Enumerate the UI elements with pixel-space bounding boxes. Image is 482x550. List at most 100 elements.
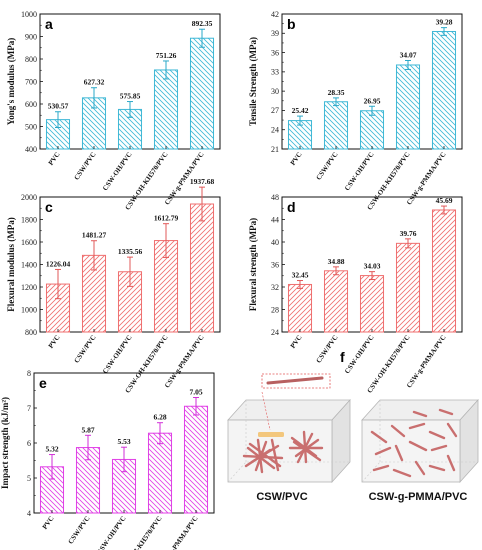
chart-panel-a: 400 500 600 700 800 900 1000 Yong's modulus (MP… (6, 10, 221, 212)
value-label: 34.03 (364, 262, 381, 271)
y-tick-label: 1400 (21, 260, 37, 269)
bar (395, 64, 421, 150)
y-axis-label: Flexural modulus (MPa) (6, 217, 16, 312)
category-label: CSW-g-PMMA/PVC (405, 334, 448, 390)
value-label: 1335.56 (118, 247, 143, 256)
y-tick-label: 6 (27, 439, 31, 448)
value-label: 530.57 (48, 102, 69, 111)
panel-letter-a: a (45, 16, 53, 32)
y-tick-label: 4 (27, 509, 31, 518)
y-tick-label: 42 (271, 10, 279, 19)
y-tick-label: 30 (271, 87, 279, 96)
bar (431, 30, 457, 150)
value-label: 32.45 (292, 271, 309, 280)
chart-panel-d: 24 28 32 36 40 44 48 Flexural strength (MPa) d 32… (248, 193, 463, 395)
panel-letter-c: c (45, 199, 53, 215)
value-label: 7.05 (189, 388, 202, 397)
category-label: CSW/PVC (73, 151, 98, 182)
y-tick-label: 32 (271, 283, 279, 292)
bar (153, 69, 179, 150)
y-tick-label: 400 (25, 145, 37, 154)
value-label: 5.32 (45, 445, 58, 454)
value-label: 575.85 (120, 92, 141, 101)
value-label: 39.76 (400, 229, 417, 238)
panel-letter-b: b (287, 16, 296, 32)
value-label: 45.69 (436, 196, 453, 205)
category-label: CSW/PVC (67, 515, 92, 546)
category-label: CSW-OH/PVC (101, 151, 134, 193)
chart-panel-e: 4 5 6 7 8 Impact strength (kJ/m²) e 5.32 PVC 5.87… (0, 369, 215, 550)
value-label: 751.26 (156, 51, 177, 60)
rods-dispersed (370, 408, 458, 478)
rod-agglomerate-left (242, 438, 284, 474)
y-axis-label: Tensile Strength (MPa) (248, 37, 258, 126)
y-tick-label: 28 (271, 305, 279, 314)
bar (323, 101, 349, 150)
chart-panel-b: 21 24 27 30 33 36 39 42 Tensile Strength (MPa) b 2… (248, 10, 463, 212)
y-tick-label: 48 (271, 193, 279, 202)
y-tick-label: 24 (271, 328, 279, 337)
y-tick-label: 1000 (21, 305, 37, 314)
category-label: CSW-OH/PVC (101, 334, 134, 376)
bar (183, 405, 209, 514)
schematic-panel-f: f (227, 349, 479, 503)
y-tick-label: 36 (271, 48, 279, 57)
y-tick-label: 1000 (21, 10, 37, 19)
value-label: 627.32 (84, 78, 105, 87)
y-tick-label: 44 (271, 215, 279, 224)
bar (431, 209, 457, 333)
y-axis-label: Impact strength (kJ/m²) (0, 397, 10, 489)
value-label: 25.42 (292, 106, 309, 115)
y-tick-label: 39 (271, 29, 279, 38)
value-label: 1937.68 (190, 177, 215, 186)
bar (147, 432, 173, 514)
caption-left: CSW/PVC (256, 491, 307, 503)
bar (287, 283, 313, 333)
bar (359, 110, 385, 150)
panel-letter-e: e (39, 375, 47, 391)
y-tick-label: 21 (271, 145, 279, 154)
value-label: 26.95 (364, 96, 381, 105)
value-label: 28.35 (328, 88, 345, 97)
y-tick-label: 24 (271, 126, 279, 135)
category-label: CSW/PVC (73, 334, 98, 365)
y-tick-label: 900 (25, 32, 37, 41)
category-label: PVC (289, 151, 304, 167)
y-tick-label: 1600 (21, 238, 37, 247)
category-label: PVC (41, 515, 56, 531)
caption-right: CSW-g-PMMA/PVC (369, 491, 468, 503)
value-label: 1481.27 (82, 231, 107, 240)
category-label: CSW-OH/PVC (343, 334, 376, 376)
category-label: CSW-OH/PVC (95, 515, 128, 550)
y-tick-label: 36 (271, 260, 279, 269)
bar (395, 242, 421, 333)
rod-agglomerate-right (288, 430, 324, 464)
bar (189, 37, 215, 150)
bar (189, 203, 215, 333)
category-label: CSW/PVC (315, 151, 340, 182)
category-label: CSW/PVC (315, 334, 340, 365)
schematic-box-right (361, 398, 479, 484)
value-label: 1226.04 (46, 259, 71, 268)
bar (359, 275, 385, 333)
panel-letter-f: f (340, 349, 345, 365)
bar (323, 270, 349, 333)
y-axis-label: Flexural strength (MPa) (248, 218, 258, 311)
value-label: 34.07 (400, 50, 417, 59)
category-label: CSW-OH/PVC (343, 151, 376, 193)
y-tick-label: 7 (27, 404, 31, 413)
y-tick-label: 800 (25, 328, 37, 337)
category-label: CSW-g-PMMA/PVC (157, 515, 200, 550)
y-tick-label: 700 (25, 77, 37, 86)
value-label: 6.28 (153, 413, 166, 422)
value-label: 1612.79 (154, 214, 179, 223)
chart-panel-c: 800 1000 1200 1400 1600 1800 2000 Flexural modu… (6, 177, 221, 395)
category-label: CSW-g-PMMA/PVC (163, 334, 206, 390)
y-tick-label: 2000 (21, 193, 37, 202)
panel-letter-d: d (287, 199, 296, 215)
value-label: 5.53 (117, 437, 130, 446)
y-tick-label: 8 (27, 369, 31, 378)
y-tick-label: 600 (25, 100, 37, 109)
category-label: PVC (289, 334, 304, 350)
y-tick-label: 800 (25, 55, 37, 64)
